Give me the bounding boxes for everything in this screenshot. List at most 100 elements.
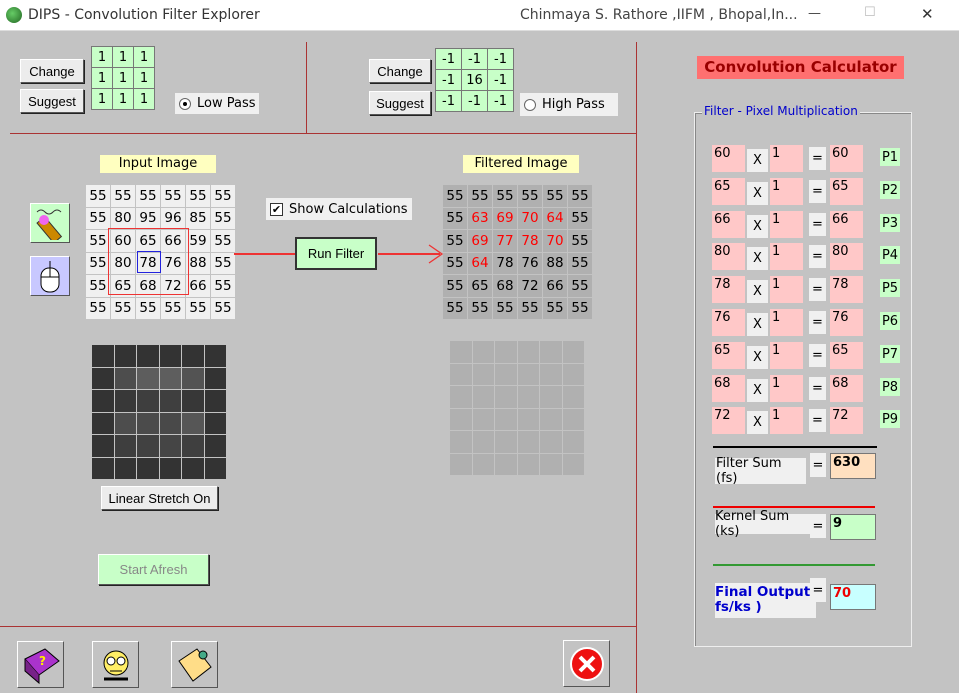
- kernel-value: 1: [770, 145, 803, 172]
- input-pixel-cell[interactable]: 66: [186, 275, 210, 297]
- kernel-cell[interactable]: 1: [92, 47, 112, 67]
- low-pass-suggest-button[interactable]: Suggest: [20, 89, 84, 113]
- input-pixel-cell[interactable]: 55: [211, 230, 235, 252]
- kernel-value: 1: [770, 211, 803, 238]
- filtered-pixel-cell: 77: [493, 230, 517, 252]
- filtered-pixel-cell: 70: [543, 230, 567, 252]
- low-pass-radio[interactable]: Low Pass: [175, 93, 259, 114]
- high-pass-suggest-button[interactable]: Suggest: [369, 91, 431, 115]
- kernel-cell[interactable]: 16: [462, 70, 487, 90]
- filtered-pixel-cell: 55: [568, 185, 592, 207]
- notes-button[interactable]: [171, 641, 218, 688]
- kernel-cell[interactable]: 1: [113, 47, 133, 67]
- input-pixel-cell[interactable]: 55: [186, 185, 210, 207]
- input-pixel-cell[interactable]: 96: [161, 207, 185, 229]
- input-pixel-cell[interactable]: 55: [211, 275, 235, 297]
- input-pixel-cell[interactable]: 55: [111, 297, 135, 319]
- product-value: 65: [830, 342, 863, 369]
- kernel-cell[interactable]: 1: [113, 68, 133, 88]
- about-button[interactable]: [92, 641, 139, 688]
- input-pixel-cell[interactable]: 55: [211, 297, 235, 319]
- mouse-button[interactable]: [30, 256, 70, 296]
- divider: [10, 133, 636, 134]
- filtered-image-label: Filtered Image: [463, 155, 579, 173]
- input-pixel-cell[interactable]: 72: [161, 275, 185, 297]
- input-pixel-cell[interactable]: 55: [86, 297, 110, 319]
- input-pixel-cell[interactable]: 55: [86, 207, 110, 229]
- high-pass-radio[interactable]: High Pass: [520, 93, 618, 116]
- kernel-cell[interactable]: -1: [436, 70, 461, 90]
- input-pixel-cell[interactable]: 66: [161, 230, 185, 252]
- draw-pencil-button[interactable]: [30, 203, 70, 243]
- filtered-pixel-cell: 55: [568, 207, 592, 229]
- filtered-shade-cell: [495, 386, 517, 408]
- low-pass-change-button[interactable]: Change: [20, 59, 84, 83]
- input-pixel-cell[interactable]: 55: [211, 252, 235, 274]
- times-sign: X: [747, 313, 768, 336]
- kernel-cell[interactable]: -1: [462, 49, 487, 69]
- input-pixel-cell[interactable]: 95: [136, 207, 160, 229]
- equals-sign: =: [809, 344, 826, 367]
- input-pixel-cell[interactable]: 65: [111, 275, 135, 297]
- filtered-shade-cell: [517, 431, 539, 453]
- input-pixel-cell[interactable]: 55: [136, 297, 160, 319]
- input-pixel-cell[interactable]: 55: [161, 297, 185, 319]
- linear-stretch-button[interactable]: Linear Stretch On: [101, 486, 218, 510]
- filtered-shade-cell: [472, 386, 494, 408]
- kernel-cell[interactable]: 1: [134, 68, 154, 88]
- input-pixel-cell[interactable]: 68: [136, 275, 160, 297]
- final-output-label: Final Output fs/ks ): [715, 583, 816, 618]
- kernel-cell[interactable]: 1: [134, 47, 154, 67]
- kernel-cell[interactable]: -1: [488, 70, 513, 90]
- kernel-cell[interactable]: -1: [488, 49, 513, 69]
- input-pixel-cell[interactable]: 59: [186, 230, 210, 252]
- filtered-pixel-cell: 55: [568, 252, 592, 274]
- help-book-button[interactable]: ?: [17, 641, 64, 688]
- input-pixel-cell[interactable]: 55: [86, 252, 110, 274]
- kernel-cell[interactable]: -1: [488, 91, 513, 111]
- close-window-button[interactable]: ✕: [921, 5, 934, 23]
- input-pixel-cell[interactable]: 55: [86, 275, 110, 297]
- filtered-pixel-cell: 55: [543, 297, 567, 319]
- filter-window-outline: [108, 228, 189, 295]
- run-filter-button[interactable]: Run Filter: [295, 237, 377, 270]
- input-pixel-cell[interactable]: 55: [136, 185, 160, 207]
- input-pixel-cell[interactable]: 55: [211, 207, 235, 229]
- kernel-cell[interactable]: -1: [436, 49, 461, 69]
- input-pixel-cell[interactable]: 88: [186, 252, 210, 274]
- input-pixel-cell[interactable]: 55: [211, 185, 235, 207]
- input-pixel-cell[interactable]: 55: [86, 230, 110, 252]
- input-pixel-cell[interactable]: 55: [86, 185, 110, 207]
- product-value: 60: [830, 145, 863, 172]
- input-pixel-cell[interactable]: 80: [111, 207, 135, 229]
- kernel-cell[interactable]: 1: [134, 89, 154, 109]
- exit-button[interactable]: [563, 640, 610, 687]
- kernel-cell[interactable]: -1: [462, 91, 487, 111]
- pencil-icon: [36, 209, 63, 240]
- input-pixel-cell[interactable]: 78: [136, 252, 160, 274]
- kernel-cell[interactable]: 1: [113, 89, 133, 109]
- high-pass-kernel-grid[interactable]: -1 -1 -1 -1 16 -1 -1 -1 -1: [435, 48, 514, 112]
- kernel-cell[interactable]: 1: [92, 68, 112, 88]
- show-calculations-checkbox[interactable]: ✔ Show Calculations: [266, 198, 412, 220]
- input-pixel-cell[interactable]: 60: [111, 230, 135, 252]
- filtered-pixel-cell: 55: [443, 297, 467, 319]
- filtered-shade-cell: [540, 431, 562, 453]
- svg-text:?: ?: [39, 654, 46, 668]
- high-pass-change-button[interactable]: Change: [369, 59, 431, 83]
- input-pixel-cell[interactable]: 65: [136, 230, 160, 252]
- input-image-grid[interactable]: 55 55 55 55 55 55 55 80 95 96 85 55 55 60 65 66 59 55 55 80…: [86, 185, 235, 319]
- maximize-button[interactable]: ☐: [864, 5, 876, 20]
- input-pixel-cell[interactable]: 76: [161, 252, 185, 274]
- kernel-cell[interactable]: -1: [436, 91, 461, 111]
- input-pixel-cell[interactable]: 55: [161, 185, 185, 207]
- input-pixel-cell[interactable]: 55: [111, 185, 135, 207]
- minimize-button[interactable]: —: [808, 6, 821, 21]
- input-pixel-cell[interactable]: 85: [186, 207, 210, 229]
- input-pixel-cell[interactable]: 55: [186, 297, 210, 319]
- kernel-cell[interactable]: 1: [92, 89, 112, 109]
- start-afresh-button[interactable]: Start Afresh: [98, 554, 209, 585]
- input-pixel-cell[interactable]: 80: [111, 252, 135, 274]
- pixel-value: 78: [712, 276, 745, 303]
